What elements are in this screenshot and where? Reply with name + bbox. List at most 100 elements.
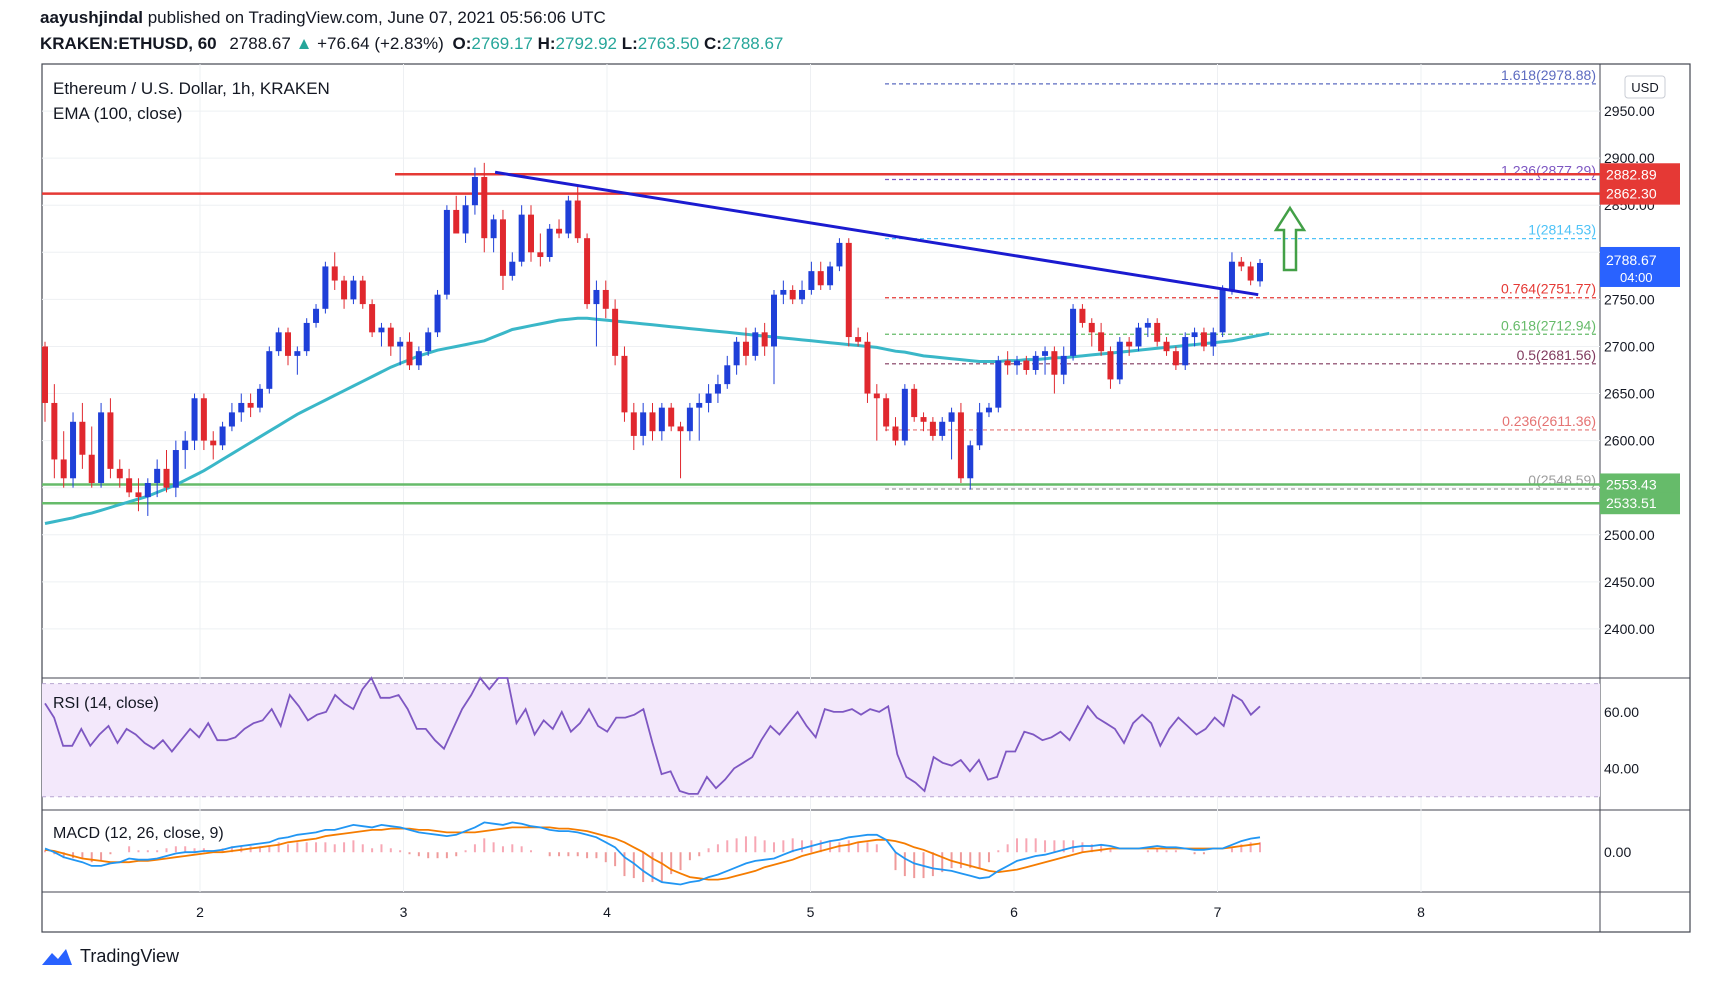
time-tick-label: 2	[196, 904, 204, 920]
ema-line	[44, 316, 1270, 525]
candle-body	[967, 445, 974, 479]
candle-body	[855, 337, 862, 342]
candle-body	[341, 280, 348, 300]
candle-body	[827, 266, 834, 286]
candle-body	[51, 402, 58, 460]
indicator-label: EMA (100, close)	[53, 104, 182, 123]
candle-body	[369, 304, 376, 333]
tradingview-logo[interactable]: TradingView	[40, 946, 179, 967]
macd-title: MACD (12, 26, close, 9)	[53, 825, 224, 842]
rsi-tick-label: 40.00	[1604, 760, 1639, 776]
candle-body	[238, 402, 245, 413]
candle-body	[1182, 337, 1189, 366]
candle-body	[163, 468, 170, 488]
support-price-label: 2533.51	[1606, 495, 1657, 511]
candle-body	[191, 398, 198, 441]
candle-body	[79, 421, 86, 455]
fib-level-label: 1.236(2877.29)	[1501, 163, 1596, 179]
fib-level-label: 0.236(2611.36)	[1502, 413, 1596, 429]
candle-body	[70, 421, 77, 479]
candle-body	[453, 209, 460, 234]
fib-level-label: 1(2814.53)	[1528, 222, 1596, 238]
chart-title: Ethereum / U.S. Dollar, 1h, KRAKEN	[53, 79, 330, 98]
candle-body	[509, 261, 516, 276]
trendline	[494, 170, 1259, 297]
candle-body	[556, 228, 563, 234]
candle-body	[471, 176, 478, 206]
candle-body	[359, 280, 366, 305]
candle-body	[228, 412, 235, 427]
candle-body	[808, 271, 815, 290]
candle-body	[378, 327, 385, 333]
candle-body	[1210, 332, 1217, 347]
tradingview-cloud-icon	[42, 948, 72, 965]
candle-body	[1219, 289, 1226, 333]
up-arrow-icon	[1273, 205, 1307, 272]
candle-body	[135, 492, 142, 498]
last-price: 2788.67	[229, 34, 291, 53]
time-tick-label: 5	[807, 904, 815, 920]
candle-body	[1070, 308, 1077, 356]
candle-body	[406, 341, 413, 366]
candle-body	[1163, 341, 1170, 352]
candle-body	[565, 200, 572, 234]
resistance-price-label: 2862.30	[1606, 186, 1657, 202]
candle-body	[462, 205, 469, 234]
candle-body	[1257, 262, 1263, 282]
candle-body	[602, 289, 609, 309]
candle-body	[107, 412, 114, 469]
candle-body	[499, 219, 506, 276]
candle-body	[397, 341, 404, 347]
candle-body	[182, 440, 189, 451]
candle-body	[144, 482, 151, 498]
rsi-band	[42, 683, 1600, 797]
low-value: 2763.50	[637, 34, 700, 53]
currency-badge	[1624, 75, 1666, 99]
candle-body	[668, 407, 675, 427]
candle-body	[892, 426, 899, 441]
candle-body	[883, 398, 890, 427]
countdown-label: 04:00	[1620, 270, 1653, 285]
candle-body	[901, 388, 908, 441]
candle-body	[1004, 360, 1011, 366]
candle-body	[630, 412, 637, 436]
price-change: +76.64 (+2.83%)	[317, 34, 444, 53]
candle-body	[42, 346, 48, 403]
support-price-badge	[1600, 492, 1680, 515]
publish-text: published on TradingView.com, June 07, 2…	[147, 8, 606, 27]
candle-body	[1116, 341, 1123, 380]
candle-body	[1126, 341, 1133, 347]
price-tick-label: 2700.00	[1604, 338, 1655, 354]
price-tick-label: 2400.00	[1604, 621, 1655, 637]
candle-body	[528, 214, 534, 253]
rsi-tick-label: 60.00	[1604, 704, 1639, 720]
candle-body	[714, 384, 721, 394]
candle-body	[649, 412, 656, 432]
candle-body	[434, 294, 441, 333]
candle-body	[443, 209, 450, 295]
candle-body	[247, 402, 254, 408]
fib-level-label: 0.618(2712.94)	[1501, 317, 1596, 333]
candle-body	[873, 393, 880, 399]
candle-body	[1154, 322, 1161, 342]
candle-body	[350, 280, 357, 300]
candle-body	[415, 351, 422, 366]
candle-body	[686, 407, 693, 432]
candle-body	[60, 459, 67, 479]
candle-body	[948, 412, 955, 422]
candle-body	[331, 266, 338, 281]
candle-body	[771, 294, 777, 347]
candle-body	[210, 440, 217, 446]
high-value: 2792.92	[555, 34, 617, 53]
candle-body	[546, 228, 553, 258]
candle-body	[920, 417, 927, 422]
candle-body	[303, 322, 310, 352]
candle-body	[696, 402, 703, 408]
candle-body	[219, 426, 226, 446]
candle-body	[1191, 332, 1198, 338]
candle-body	[154, 468, 161, 483]
candle-body	[658, 407, 665, 432]
candle-body	[789, 289, 796, 300]
candle-body	[705, 393, 712, 403]
